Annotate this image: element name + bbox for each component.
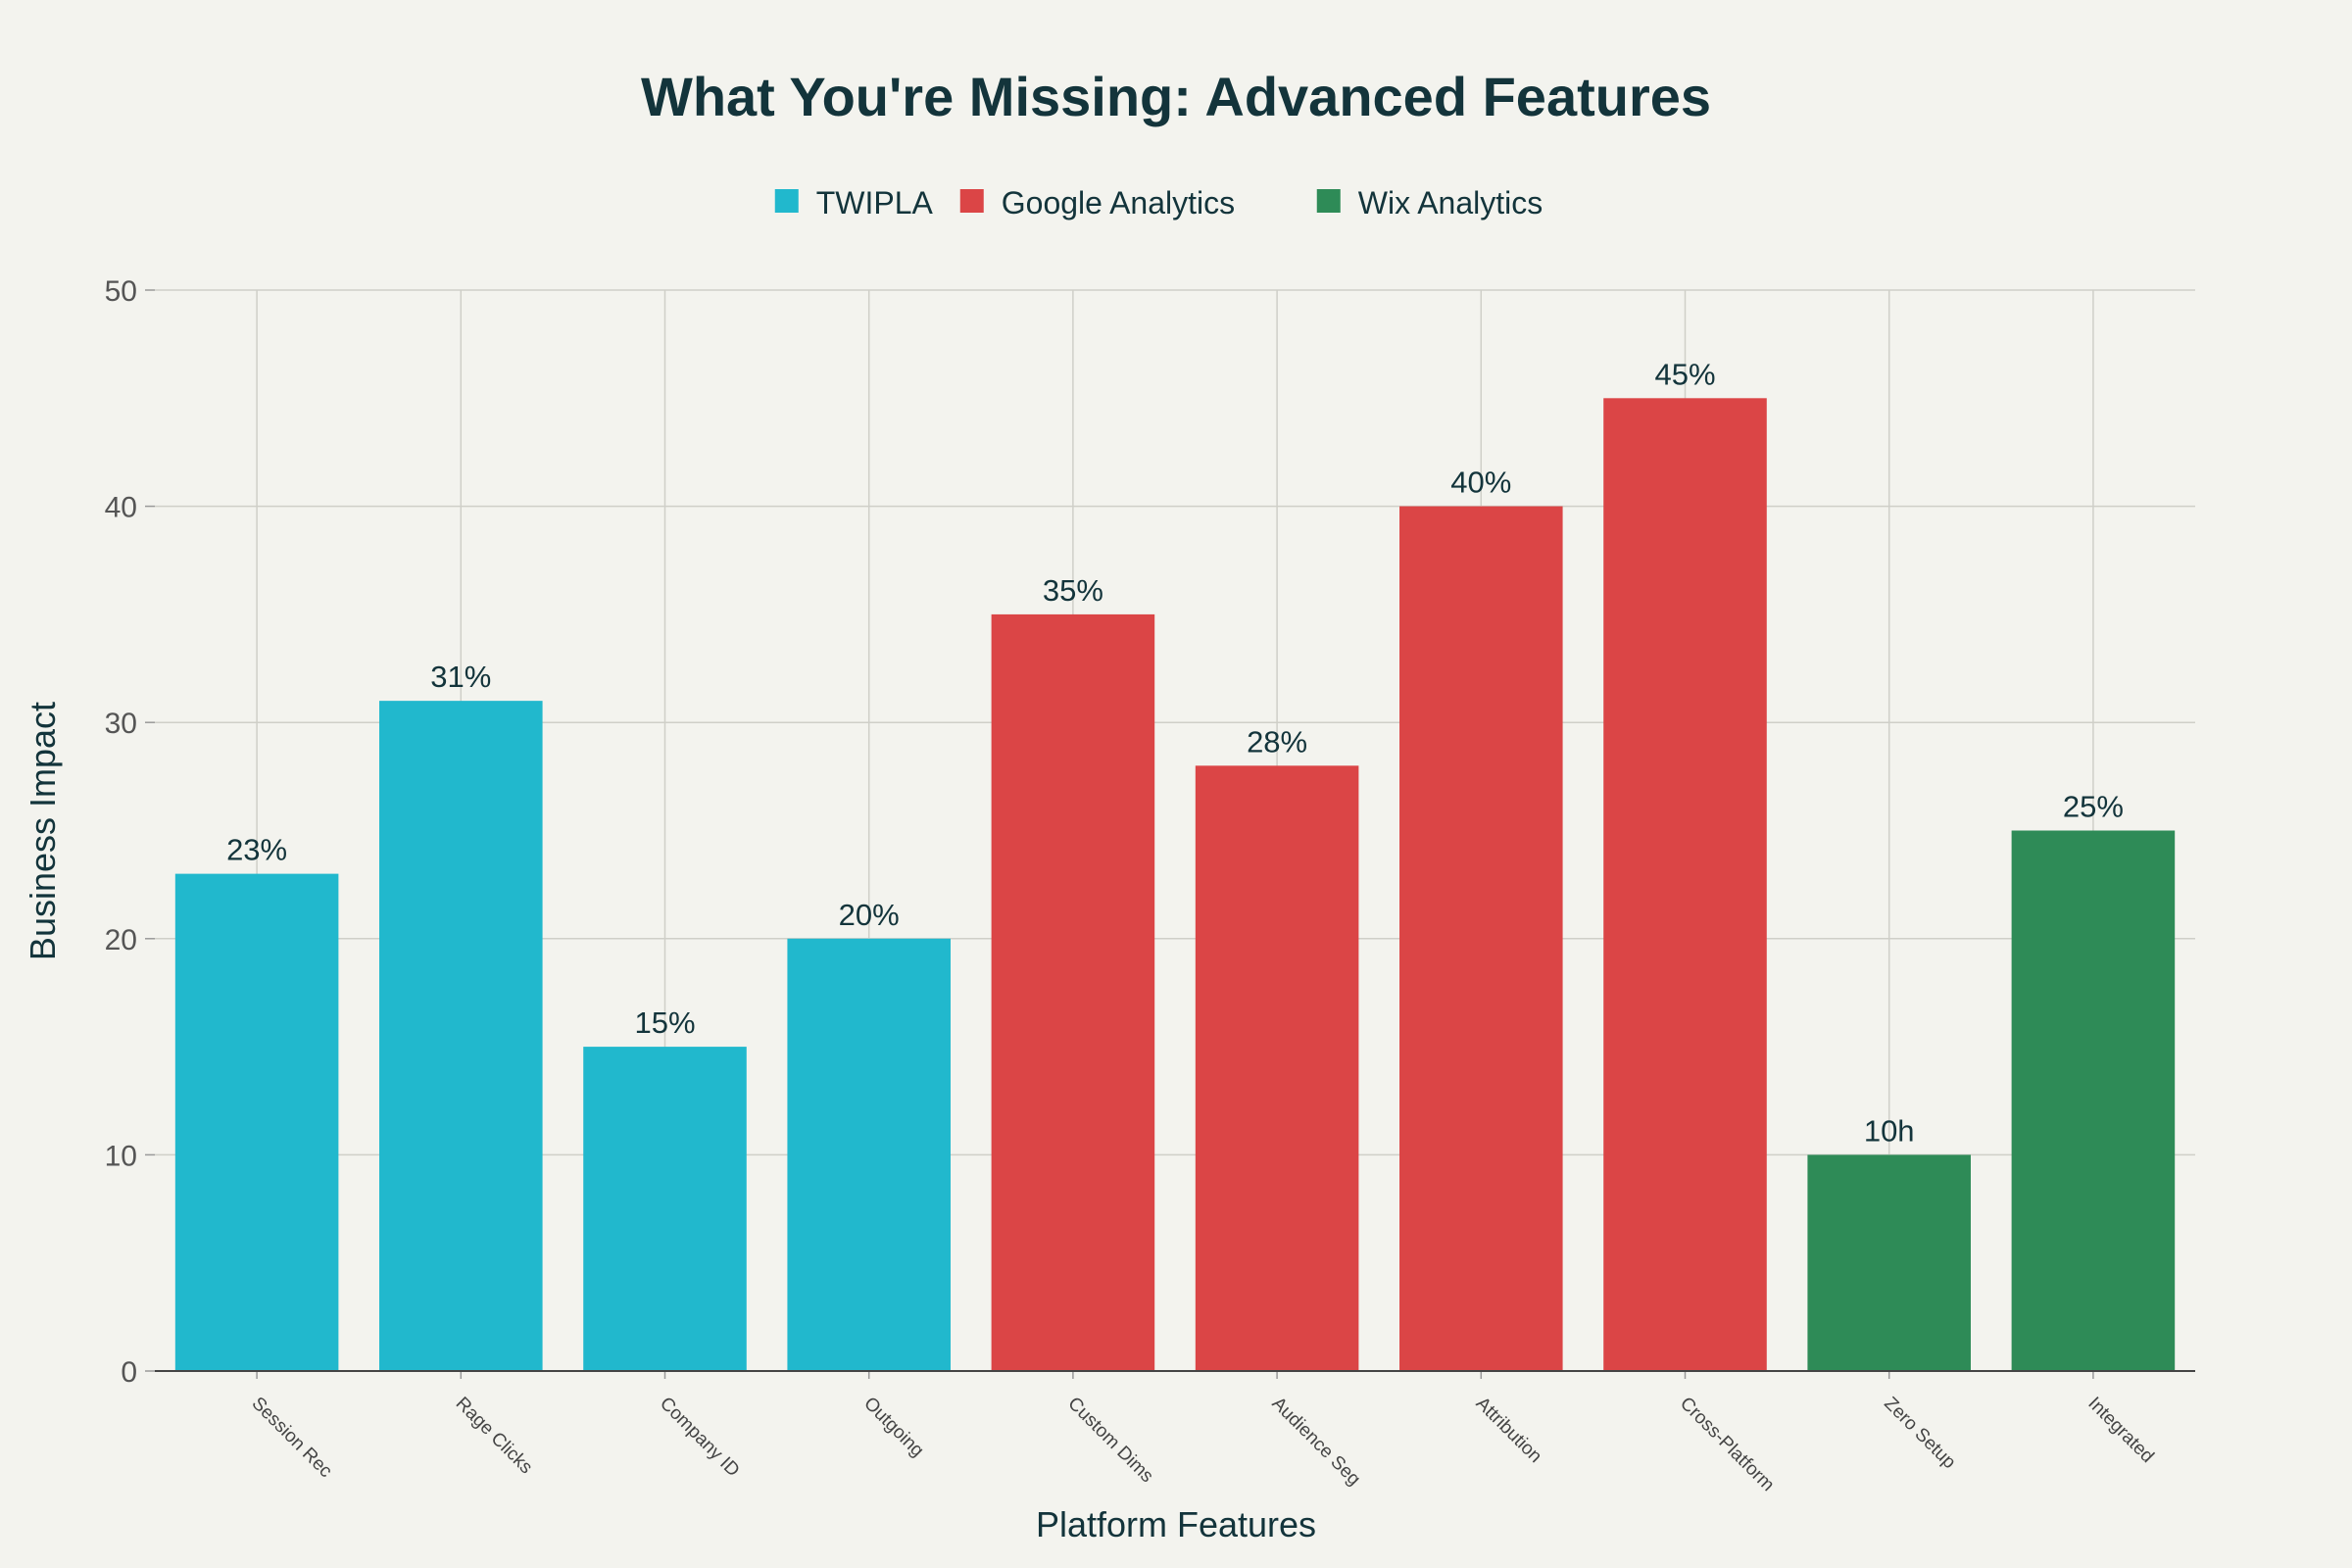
y-axis-title: Business Impact — [23, 702, 63, 960]
legend: TWIPLA Google Analytics Wix Analytics — [774, 185, 1543, 220]
bar-data-label: 40% — [1450, 466, 1511, 500]
bar — [174, 873, 339, 1371]
y-tick-label: 30 — [105, 708, 137, 740]
bars — [174, 398, 2176, 1371]
bar-data-label: 31% — [430, 660, 491, 694]
bar — [379, 701, 543, 1371]
bar — [787, 938, 951, 1371]
x-tick-label: Company ID — [656, 1394, 744, 1482]
bar-data-label: 25% — [2063, 790, 2124, 824]
y-tick-label: 0 — [121, 1356, 137, 1389]
legend-label: Wix Analytics — [1358, 185, 1543, 220]
y-axis-ticks: 0 10 20 30 40 50 — [105, 275, 155, 1389]
x-tick-label: Attribution — [1472, 1394, 1545, 1467]
y-tick-label: 40 — [105, 492, 137, 524]
legend-swatch — [774, 189, 799, 213]
bar-data-label: 35% — [1043, 573, 1103, 608]
x-axis-title: Platform Features — [1036, 1504, 1316, 1544]
bar-data-label: 10h — [1864, 1113, 1915, 1148]
y-tick-label: 20 — [105, 924, 137, 956]
x-tick-label: Custom Dims — [1063, 1394, 1156, 1487]
x-tick-label: Integrated — [2083, 1394, 2157, 1467]
x-tick-label: Zero Setup — [1880, 1394, 1959, 1473]
bar — [2011, 830, 2176, 1371]
bar — [991, 613, 1155, 1371]
bar — [1195, 765, 1359, 1371]
x-tick-label: Cross-Platform — [1676, 1394, 1778, 1495]
x-tick-label: Session Rec — [248, 1394, 336, 1482]
bar-data-label: 23% — [226, 833, 287, 867]
legend-label: Google Analytics — [1002, 185, 1235, 220]
x-tick-label: Audience Seg — [1268, 1394, 1365, 1491]
legend-swatch — [959, 189, 984, 213]
bar — [583, 1047, 747, 1371]
bar-data-label: 15% — [634, 1005, 695, 1040]
bar — [1603, 398, 1767, 1371]
chart-title: What You're Missing: Advanced Features — [641, 66, 1711, 127]
x-axis-ticks: Session Rec Rage Clicks Company ID Outgoing… — [248, 1371, 2158, 1495]
y-tick-label: 50 — [105, 275, 137, 308]
bar-labels: 23% 31% 15% 20% 35% 28% 40% 45% 10h 25% — [226, 357, 2124, 1148]
legend-label: TWIPLA — [816, 185, 934, 220]
bar-data-label: 28% — [1247, 724, 1307, 759]
bar-data-label: 20% — [839, 898, 900, 932]
y-tick-label: 10 — [105, 1140, 137, 1172]
bar — [1807, 1154, 1971, 1371]
bar — [1399, 506, 1563, 1371]
bar-data-label: 45% — [1654, 357, 1715, 391]
x-tick-label: Rage Clicks — [452, 1394, 537, 1479]
legend-swatch — [1316, 189, 1341, 213]
x-tick-label: Outgoing — [859, 1394, 927, 1461]
